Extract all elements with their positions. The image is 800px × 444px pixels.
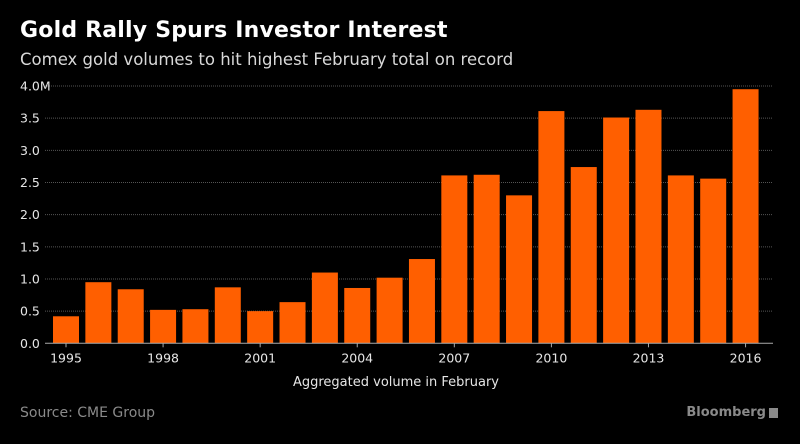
y-tick-label: 4.0M: [20, 79, 51, 94]
bar-2014: [667, 175, 694, 344]
bar-1995: [53, 316, 79, 344]
x-axis-label: Aggregated volume in February: [292, 375, 500, 390]
y-tick-label: 3.0: [20, 143, 40, 158]
bar-2007: [441, 175, 468, 344]
bar-2015: [700, 178, 727, 344]
x-tick-label: 1995: [50, 350, 82, 365]
bar-1998: [150, 309, 177, 344]
y-tick-label: 0.5: [20, 304, 40, 319]
bar-2004: [344, 287, 371, 344]
y-tick-label: 0.0: [20, 336, 40, 351]
source-note: Source: CME Group: [20, 405, 156, 421]
chart-subtitle: Comex gold volumes to hit highest Februa…: [20, 50, 514, 69]
brand-logo: Bloomberg: [686, 405, 766, 420]
y-tick-label: 2.0: [20, 207, 40, 222]
x-tick-label: 2004: [341, 350, 373, 365]
bar-2000: [214, 287, 241, 344]
y-tick-label: 1.5: [20, 239, 40, 254]
bar-2008: [473, 174, 500, 344]
y-tick-label: 1.0: [20, 271, 40, 286]
x-tick-label: 1998: [147, 350, 179, 365]
chart-title: Gold Rally Spurs Investor Interest: [20, 18, 448, 43]
bar-2010: [538, 111, 565, 344]
bar-2011: [570, 167, 597, 344]
bloomberg-icon: [769, 408, 778, 418]
y-tick-label: 2.5: [20, 175, 40, 190]
bar-2012: [603, 117, 630, 344]
x-tick-label: 2010: [535, 350, 567, 365]
x-tick-label: 2013: [633, 350, 665, 365]
bar-2005: [376, 277, 403, 344]
bar-2013: [635, 109, 662, 344]
bar-1999: [182, 309, 209, 344]
bar-1996: [85, 282, 112, 344]
bar-2009: [506, 195, 533, 344]
bar-1997: [117, 289, 144, 344]
y-tick-label: 3.5: [20, 111, 40, 126]
x-tick-label: 2007: [438, 350, 470, 365]
bar-2006: [408, 259, 435, 344]
x-tick-label: 2016: [730, 350, 762, 365]
bar-2002: [279, 302, 306, 344]
bar-2016: [732, 89, 759, 344]
bar-2001: [247, 311, 274, 344]
bar-2003: [311, 272, 338, 344]
x-tick-label: 2001: [244, 350, 276, 365]
